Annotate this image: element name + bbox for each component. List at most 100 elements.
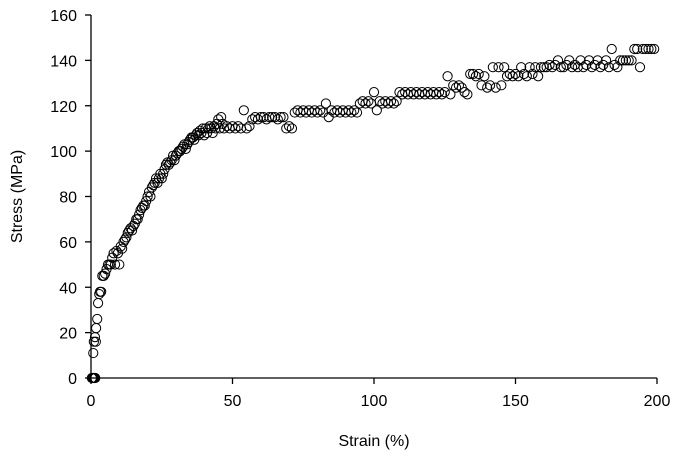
data-point xyxy=(126,225,138,236)
data-point xyxy=(142,191,153,202)
y-axis-title: Stress (MPa) xyxy=(9,150,26,243)
data-point xyxy=(634,62,646,73)
data-point xyxy=(292,105,303,116)
data-point xyxy=(377,98,388,109)
data-point xyxy=(383,98,394,109)
x-tick-label: 200 xyxy=(644,393,671,410)
data-point xyxy=(309,105,320,116)
data-point xyxy=(368,87,380,98)
data-point xyxy=(289,107,300,118)
data-point xyxy=(109,259,121,270)
y-tick-label: 120 xyxy=(50,99,77,116)
data-point xyxy=(501,71,513,82)
data-point xyxy=(119,234,131,245)
data-point xyxy=(90,336,101,347)
data-point xyxy=(428,87,439,98)
data-point xyxy=(303,105,315,116)
data-point xyxy=(402,89,414,100)
data-point xyxy=(467,68,479,80)
x-tick-label: 100 xyxy=(361,393,388,410)
data-point xyxy=(643,43,654,55)
data-point xyxy=(623,55,634,66)
data-point xyxy=(252,114,264,125)
data-point xyxy=(538,62,549,73)
data-point xyxy=(241,123,252,134)
data-point xyxy=(363,96,374,107)
data-point xyxy=(349,105,360,116)
x-tick-label: 150 xyxy=(502,393,529,410)
data-point xyxy=(295,107,306,118)
data-point xyxy=(414,89,425,100)
data-point xyxy=(411,87,422,98)
data-point xyxy=(493,62,504,73)
data-point xyxy=(346,107,357,118)
data-point xyxy=(210,123,221,134)
data-point xyxy=(169,155,180,166)
data-point xyxy=(473,68,484,80)
data-point xyxy=(230,123,241,134)
data-point xyxy=(121,232,132,243)
data-point xyxy=(278,111,289,123)
data-point xyxy=(578,62,589,73)
data-point xyxy=(646,43,657,55)
y-tick-label: 160 xyxy=(50,8,77,25)
data-point xyxy=(227,121,238,132)
data-point xyxy=(547,62,558,73)
data-point xyxy=(507,71,518,82)
data-point xyxy=(431,89,442,100)
data-point xyxy=(394,87,405,98)
data-point xyxy=(385,96,397,107)
data-point xyxy=(92,298,104,309)
data-point xyxy=(244,121,255,132)
data-point xyxy=(484,80,496,91)
data-point xyxy=(261,114,272,125)
data-point xyxy=(649,43,660,55)
data-point xyxy=(504,68,515,80)
data-point xyxy=(558,62,569,73)
y-tick-label: 40 xyxy=(59,280,77,297)
data-point xyxy=(482,82,493,93)
data-point xyxy=(617,55,629,66)
data-point xyxy=(272,114,283,125)
data-point xyxy=(258,111,269,123)
data-point xyxy=(612,62,623,73)
data-point xyxy=(567,62,578,73)
y-tick-label: 80 xyxy=(59,190,77,207)
data-point xyxy=(442,71,453,82)
data-point xyxy=(343,105,354,116)
data-point xyxy=(450,82,462,93)
data-point xyxy=(419,89,431,100)
data-point xyxy=(332,105,343,116)
data-point xyxy=(105,259,116,270)
data-point xyxy=(92,313,103,325)
data-point xyxy=(417,87,428,98)
data-point xyxy=(586,62,598,73)
data-point xyxy=(96,286,107,297)
data-point xyxy=(267,111,278,123)
data-point xyxy=(340,107,351,118)
data-point xyxy=(637,43,648,55)
y-tick-label: 100 xyxy=(50,144,77,161)
data-point xyxy=(315,105,326,116)
data-point xyxy=(180,143,191,154)
data-point xyxy=(445,89,456,100)
data-point xyxy=(518,68,530,80)
data-point xyxy=(513,71,524,82)
data-point xyxy=(448,80,459,91)
data-point xyxy=(462,89,473,100)
data-point xyxy=(334,107,346,118)
data-point xyxy=(533,71,544,82)
data-point xyxy=(139,200,150,211)
data-point xyxy=(371,105,382,116)
data-point xyxy=(640,43,651,55)
data-point xyxy=(269,111,281,123)
data-point xyxy=(134,209,145,220)
data-point xyxy=(250,111,261,123)
data-point xyxy=(496,80,507,91)
x-axis-title: Strain (%) xyxy=(338,433,409,450)
data-point xyxy=(117,243,128,254)
x-tick-label: 50 xyxy=(224,393,242,410)
data-point xyxy=(516,62,527,73)
data-point xyxy=(521,71,532,82)
data-point xyxy=(380,96,391,107)
